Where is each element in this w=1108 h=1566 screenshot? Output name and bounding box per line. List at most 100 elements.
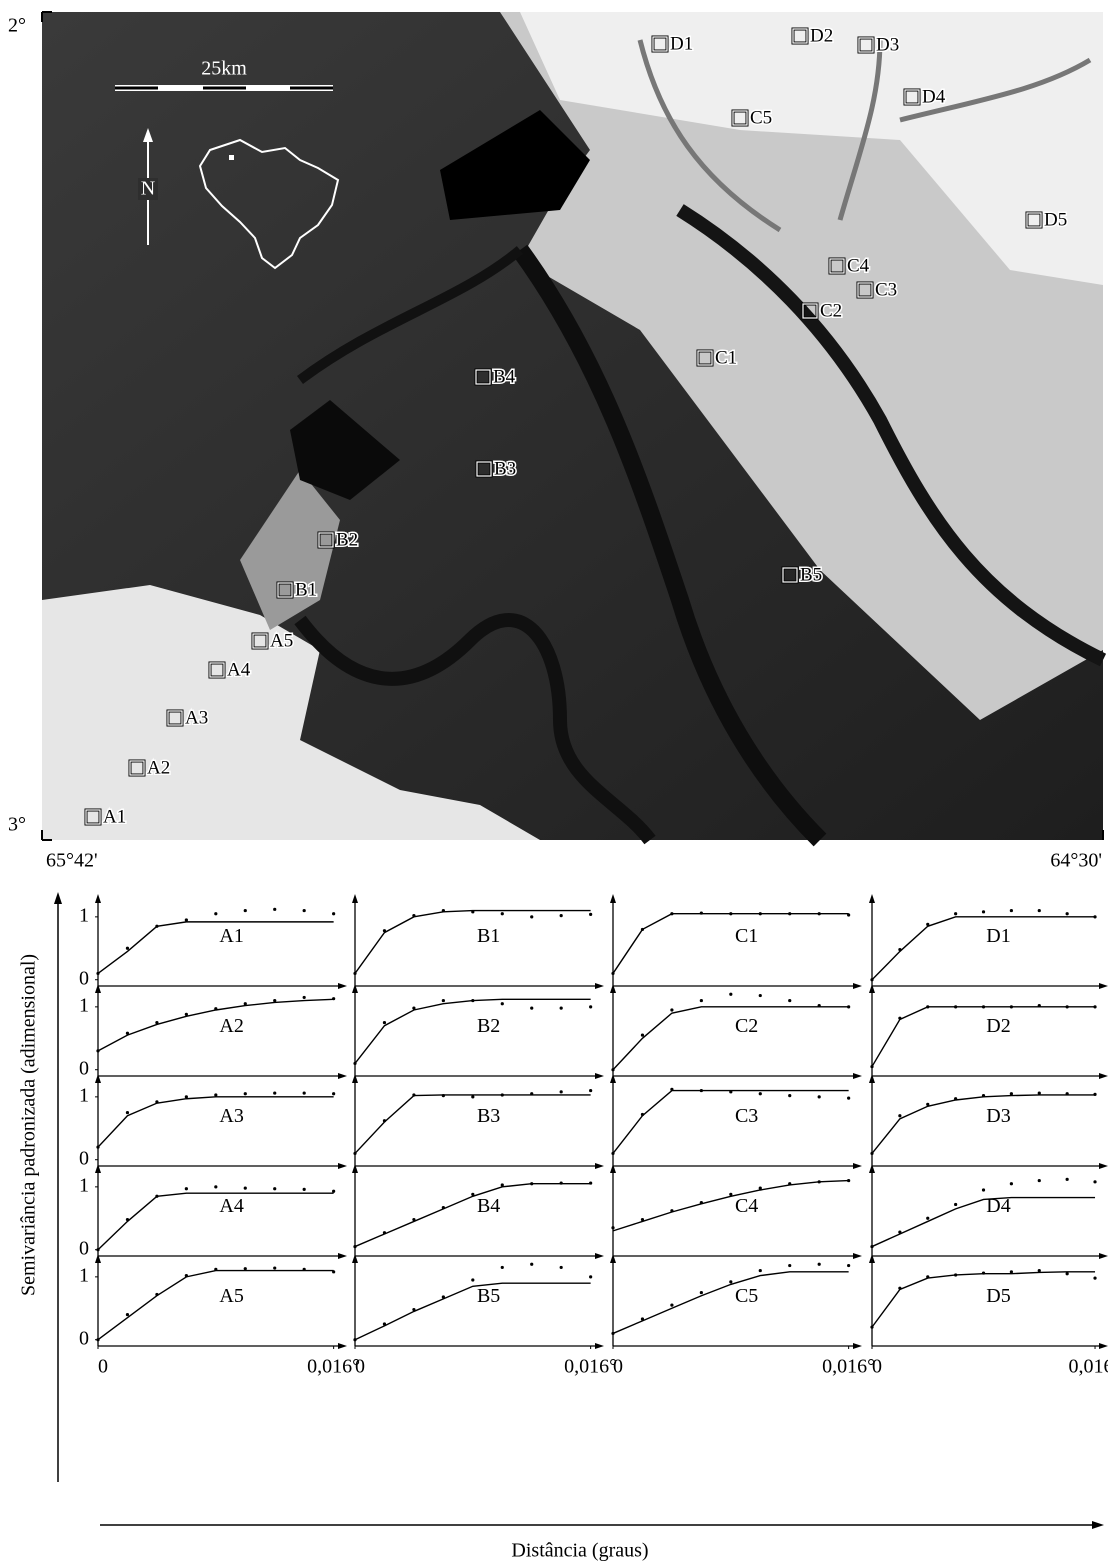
model-curve: [355, 911, 591, 974]
y-tick-label: 0: [79, 967, 89, 989]
site-label: C5: [750, 107, 772, 128]
panel-title: B3: [477, 1105, 500, 1127]
observed-point: [870, 1152, 873, 1155]
observed-point: [870, 1065, 873, 1068]
observed-point: [926, 1275, 929, 1278]
site-label: C1: [715, 347, 737, 368]
observed-point: [185, 918, 188, 921]
site-label: D5: [1044, 209, 1067, 230]
observed-point: [353, 1152, 356, 1155]
observed-point: [96, 972, 99, 975]
observed-point: [471, 1095, 474, 1098]
axis-arrow: [853, 1163, 862, 1169]
observed-point: [244, 1267, 247, 1270]
longitude-label: 64°30': [1050, 850, 1102, 872]
observed-point: [729, 993, 732, 996]
observed-point: [1093, 1277, 1096, 1280]
observed-point: [560, 1090, 563, 1093]
axis-arrow: [338, 983, 347, 989]
observed-point: [759, 912, 762, 915]
observed-point: [1066, 1272, 1069, 1275]
observed-point: [412, 1218, 415, 1221]
observed-point: [442, 909, 445, 912]
axis-arrow: [853, 983, 862, 989]
model-curve: [872, 917, 1095, 980]
site-label: A3: [185, 707, 208, 728]
axis-arrow: [338, 1253, 347, 1259]
axis-arrow: [595, 1163, 604, 1169]
observed-point: [589, 1275, 592, 1278]
observed-point: [759, 1092, 762, 1095]
y-tick-label: 0: [79, 1237, 89, 1259]
observed-point: [96, 1146, 99, 1149]
panel-title: B2: [477, 1015, 500, 1037]
observed-point: [353, 1338, 356, 1341]
study-area-marker: [229, 155, 234, 160]
observed-point: [383, 1231, 386, 1234]
observed-point: [870, 1326, 873, 1329]
y-tick-label: 0: [79, 1147, 89, 1169]
y-tick-label: 1: [79, 994, 89, 1016]
observed-point: [729, 1090, 732, 1093]
model-curve: [872, 1272, 1095, 1327]
observed-point: [126, 947, 129, 950]
figure: 25km N 2° 3° 65°42' 64°30' A1A2A3A4A5B1B…: [0, 0, 1108, 1566]
site-label: C2: [820, 300, 842, 321]
observed-point: [155, 1195, 158, 1198]
observed-point: [788, 912, 791, 915]
observed-point: [641, 1317, 644, 1320]
observed-point: [700, 999, 703, 1002]
observed-point: [273, 1266, 276, 1269]
observed-point: [1066, 1092, 1069, 1095]
observed-point: [759, 994, 762, 997]
observed-point: [353, 1062, 356, 1065]
panel-title: A5: [219, 1285, 243, 1307]
map: 25km N 2° 3° 65°42' 64°30' A1A2A3A4A5B1B…: [8, 12, 1103, 872]
observed-point: [214, 912, 217, 915]
observed-point: [847, 1179, 850, 1182]
panel-title: C1: [735, 925, 758, 947]
site-label: C4: [847, 255, 870, 276]
observed-point: [214, 1093, 217, 1096]
observed-point: [214, 1185, 217, 1188]
observed-point: [126, 1313, 129, 1316]
observed-point: [332, 1092, 335, 1095]
x-tick-label: 0,016°: [1069, 1356, 1108, 1378]
axis-arrow: [1099, 1253, 1108, 1259]
observed-point: [641, 1034, 644, 1037]
site-label: D4: [922, 86, 946, 107]
observed-point: [383, 1021, 386, 1024]
y-tick-label: 0: [79, 1057, 89, 1079]
observed-point: [589, 1005, 592, 1008]
panel-title: D1: [986, 925, 1010, 947]
observed-point: [1066, 912, 1069, 915]
observed-point: [641, 1113, 644, 1116]
observed-point: [1038, 1269, 1041, 1272]
model-curve: [872, 1007, 1095, 1067]
panel-title: C5: [735, 1285, 758, 1307]
observed-point: [982, 1188, 985, 1191]
observed-point: [788, 1182, 791, 1185]
observed-point: [332, 997, 335, 1000]
observed-point: [126, 1032, 129, 1035]
axis-arrow: [853, 1253, 862, 1259]
observed-point: [1093, 1180, 1096, 1183]
observed-point: [700, 1291, 703, 1294]
axis-arrow: [1099, 1163, 1108, 1169]
y-axis-title: Semivariância padronizada (adimensional): [18, 954, 40, 1296]
observed-point: [898, 1287, 901, 1290]
observed-point: [412, 914, 415, 917]
observed-point: [926, 1103, 929, 1106]
observed-point: [611, 1226, 614, 1229]
axis-arrow: [1099, 983, 1108, 989]
x-tick-label: 0,016°: [822, 1356, 875, 1378]
observed-point: [412, 1093, 415, 1096]
observed-point: [847, 1264, 850, 1267]
observed-point: [185, 1095, 188, 1098]
observed-point: [1010, 1182, 1013, 1185]
scale-label: 25km: [201, 58, 247, 80]
observed-point: [818, 1004, 821, 1007]
observed-point: [670, 1088, 673, 1091]
site-label: B2: [336, 529, 358, 550]
observed-point: [530, 1007, 533, 1010]
